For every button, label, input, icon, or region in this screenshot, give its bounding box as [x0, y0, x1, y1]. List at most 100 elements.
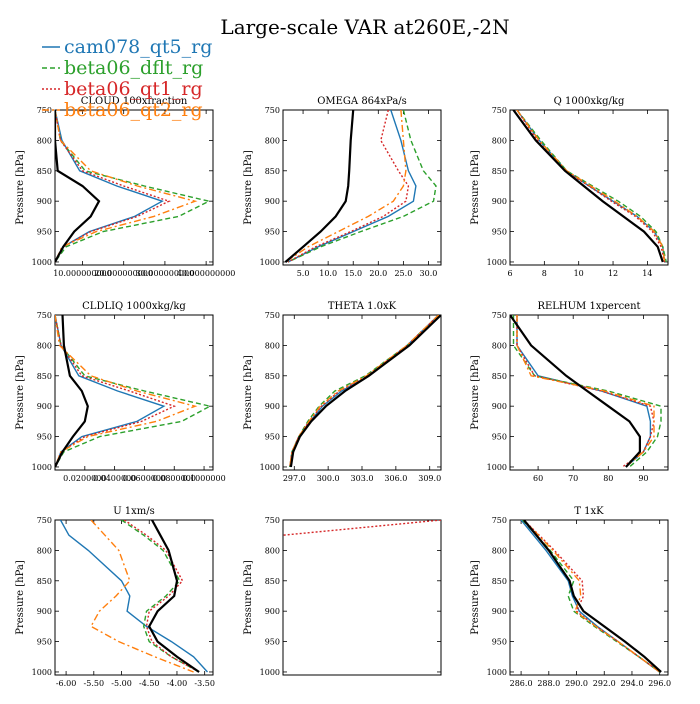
y-tick-label: 900: [492, 402, 507, 411]
y-tick-label: 900: [265, 402, 280, 411]
y-tick-label: 800: [37, 136, 52, 145]
legend-label: beta06_qt1_rg: [64, 78, 203, 100]
y-axis-label: Pressure [hPa]: [15, 355, 26, 430]
y-tick-label: 900: [492, 607, 507, 616]
series-line-beta06_qt2_rg: [55, 315, 198, 468]
y-tick-label: 800: [37, 546, 52, 555]
x-tick-label: 10: [574, 269, 584, 278]
plot-frame: [509, 519, 669, 676]
y-axis-label: Pressure [hPa]: [243, 560, 254, 635]
y-tick-label: 950: [492, 228, 507, 237]
series-line-beta06_qt1_rg: [516, 110, 666, 263]
panel-title: T 1xK: [574, 506, 604, 517]
x-tick-label: -6.00: [56, 679, 77, 688]
y-tick-label: 950: [265, 433, 280, 442]
y-tick-label: 750: [265, 311, 280, 320]
x-tick-label: -5.50: [84, 679, 105, 688]
x-tick-label: -3.50: [194, 679, 215, 688]
y-tick-label: 850: [265, 167, 280, 176]
x-tick-label: 10.0: [319, 269, 337, 278]
y-tick-label: 900: [37, 402, 52, 411]
x-tick-label: -4.00: [167, 679, 188, 688]
series-line-beta06_dflt_rg: [516, 110, 667, 263]
plot-frame: [509, 314, 669, 471]
y-axis-label: Pressure [hPa]: [243, 150, 254, 225]
x-tick-label: 70: [568, 474, 578, 483]
x-tick-label: 30.0: [420, 269, 438, 278]
y-tick-label: 1000: [487, 258, 507, 267]
series-line-beta06_qt2_rg: [285, 110, 407, 263]
x-tick-label: 10.000000000: [53, 269, 112, 278]
y-tick-label: 850: [492, 577, 507, 586]
series-line-beta06_dflt_rg: [287, 110, 437, 263]
y-tick-label: 950: [37, 433, 52, 442]
y-tick-label: 750: [265, 106, 280, 115]
series-line-ref: [510, 315, 642, 468]
y-tick-label: 850: [492, 167, 507, 176]
x-tick-label: 297.0: [283, 474, 306, 483]
series-line-beta06_qt2_rg: [523, 520, 661, 673]
x-tick-label: 25.0: [394, 269, 412, 278]
series-line-beta06_qt2_rg: [516, 315, 655, 468]
panel-title: OMEGA 864xPa/s: [317, 96, 407, 107]
x-tick-label: 8: [542, 269, 547, 278]
panel-7: U 1xm/s 750 800 850 900 950 1000 Pressure [hPa]…: [15, 506, 215, 688]
legend-label: beta06_dflt_rg: [64, 57, 203, 79]
series-line-beta06_qt1_rg: [287, 110, 410, 263]
y-tick-label: 1000: [32, 463, 52, 472]
y-tick-label: 800: [37, 341, 52, 350]
plot-frame: [282, 519, 442, 676]
series-line-beta06_dflt_rg: [55, 110, 211, 263]
plot-frame: [54, 314, 214, 471]
x-tick-label: -4.50: [139, 679, 160, 688]
y-tick-label: 900: [265, 607, 280, 616]
x-tick-label: 14: [642, 269, 652, 278]
series-line-beta06_qt1_rg: [55, 110, 171, 263]
panel-9: T 1xK 750 800 850 900 950 1000 Pressure [hPa] 28…: [470, 506, 671, 688]
y-tick-label: 1000: [260, 258, 280, 267]
x-tick-label: 30.000000000: [136, 269, 195, 278]
x-tick-label: 40.000000000: [177, 269, 236, 278]
x-tick-label: 306.0: [384, 474, 407, 483]
panel-8: 750 800 850 900 950 1000 Pressure [hPa]: [243, 516, 442, 677]
y-tick-label: 800: [265, 341, 280, 350]
x-tick-label: 60: [533, 474, 543, 483]
y-axis-label: Pressure [hPa]: [15, 150, 26, 225]
y-tick-label: 750: [492, 106, 507, 115]
y-tick-label: 800: [265, 136, 280, 145]
y-tick-label: 800: [265, 546, 280, 555]
panel-2: OMEGA 864xPa/s 750 800 850 900 950 1000 Pressur…: [243, 96, 442, 278]
y-tick-label: 850: [265, 577, 280, 586]
x-tick-label: 0.0600000: [123, 474, 166, 483]
series-line-beta06_dflt_rg: [121, 520, 200, 673]
y-tick-label: 1000: [260, 463, 280, 472]
panel-6: RELHUM 1xpercent 750 800 850 900 950 1000 Press…: [470, 301, 669, 483]
panel-4: CLDLIQ 1000xkg/kg 750 800 850 900 950 1000 Pres…: [15, 301, 226, 483]
panel-1: CLOUD 100xfraction7508008509009501000Pre…: [15, 96, 235, 278]
x-tick-label: 286.0: [510, 679, 533, 688]
plot-frame: [509, 109, 669, 266]
series-line-cam078_qt5_rg: [516, 315, 652, 468]
series-line-beta06_qt1_rg: [283, 520, 441, 536]
y-axis-label: Pressure [hPa]: [470, 150, 481, 225]
x-tick-label: 303.0: [351, 474, 374, 483]
series-line-ref: [147, 520, 200, 673]
y-tick-label: 1000: [32, 258, 52, 267]
y-axis-label: Pressure [hPa]: [470, 560, 481, 635]
y-tick-label: 950: [265, 638, 280, 647]
y-tick-label: 750: [37, 516, 52, 525]
y-tick-label: 750: [37, 311, 52, 320]
y-tick-label: 800: [492, 136, 507, 145]
y-tick-label: 1000: [32, 668, 52, 677]
x-tick-label: 290.0: [565, 679, 588, 688]
series-line-beta06_qt2_rg: [516, 110, 666, 263]
y-tick-label: 900: [37, 197, 52, 206]
y-tick-label: 850: [265, 372, 280, 381]
series-line-beta06_dflt_rg: [55, 315, 212, 468]
panel-title: THETA 1.0xK: [328, 301, 397, 312]
plot-frame: [282, 109, 442, 266]
y-axis-label: Pressure [hPa]: [15, 560, 26, 635]
series-line-beta06_qt1_rg: [55, 315, 177, 468]
series-line-beta06_qt1_rg: [523, 520, 661, 673]
